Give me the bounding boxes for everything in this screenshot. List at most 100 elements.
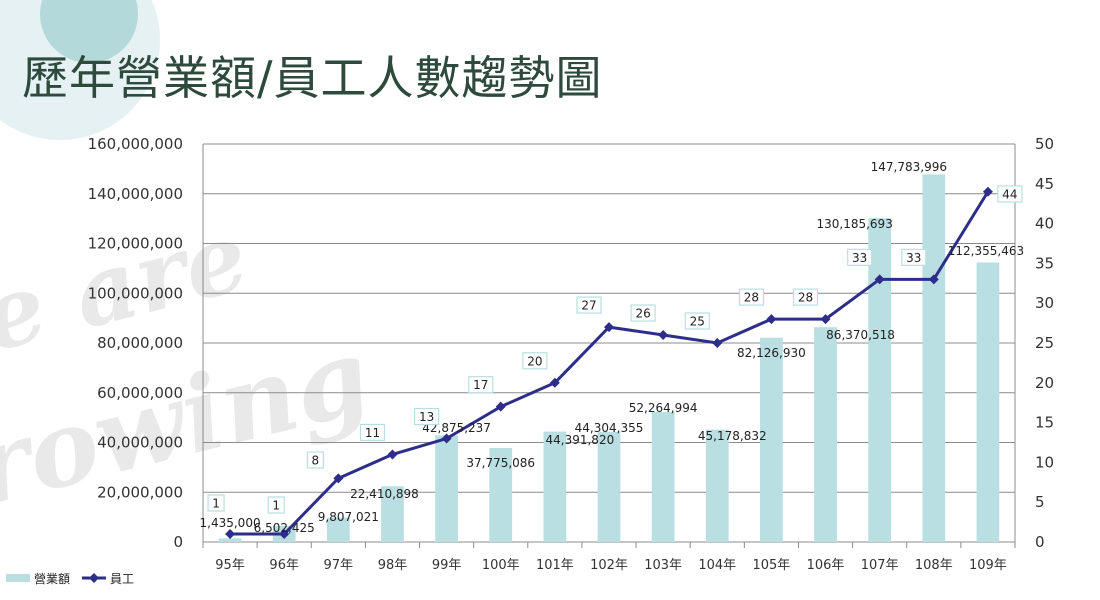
employee-label-box (359, 423, 386, 442)
employee-label-box (792, 288, 819, 306)
y-right-tick-label: 0 (1035, 533, 1045, 551)
x-category-label: 98年 (378, 558, 408, 573)
y-right-tick-label: 20 (1035, 374, 1054, 392)
y-right-tick-label: 10 (1035, 453, 1054, 471)
employee-data-label: 1 (212, 497, 220, 511)
revenue-bar (922, 174, 946, 542)
y-left-tick-label: 60,000,000 (97, 384, 183, 402)
y-right-tick-label: 45 (1035, 175, 1054, 193)
revenue-data-label: 45,178,832 (698, 429, 767, 443)
x-category-label: 103年 (644, 558, 682, 573)
revenue-bar (543, 431, 567, 542)
y-right-tick-label: 5 (1035, 493, 1045, 511)
employee-marker (495, 401, 506, 412)
revenue-data-label: 6,502,425 (254, 521, 315, 535)
y-right-tick-label: 50 (1035, 135, 1054, 153)
revenue-bar (651, 411, 675, 542)
revenue-data-label: 1,435,000 (200, 516, 261, 530)
x-category-label: 96年 (269, 558, 299, 573)
x-category-label: 100年 (482, 558, 520, 573)
employee-data-label: 25 (690, 315, 705, 329)
employee-data-label: 33 (906, 251, 921, 265)
x-category-label: 102年 (590, 558, 628, 573)
y-left-tick-label: 40,000,000 (97, 434, 183, 452)
employee-marker (874, 274, 885, 285)
employee-marker (928, 274, 939, 285)
employee-label-box (207, 494, 225, 512)
y-left-tick-label: 160,000,000 (88, 135, 183, 153)
employee-marker (549, 377, 560, 388)
revenue-bar (868, 218, 892, 542)
y-right-tick-label: 25 (1035, 334, 1054, 352)
y-left-tick-label: 140,000,000 (88, 185, 183, 203)
employee-marker (441, 433, 452, 444)
employee-marker (658, 330, 669, 341)
employee-marker (279, 529, 290, 540)
employee-label-box (576, 296, 602, 314)
x-category-label: 101年 (536, 558, 574, 573)
employee-label-box (306, 451, 324, 469)
revenue-data-label: 52,264,994 (629, 401, 698, 415)
x-category-label: 105年 (752, 558, 790, 573)
employee-data-label: 17 (473, 378, 488, 392)
employee-label-box (901, 248, 927, 266)
employee-data-label: 11 (365, 426, 380, 440)
revenue-bar (814, 327, 837, 542)
employee-label-box (738, 288, 765, 306)
employee-marker (766, 314, 777, 325)
employee-data-label: 1 (272, 499, 280, 513)
revenue-bar (760, 337, 783, 542)
revenue-data-label: 82,126,930 (737, 346, 806, 360)
revenue-data-label: 147,783,996 (871, 160, 947, 174)
employee-label-box (267, 496, 285, 514)
revenue-bar (435, 435, 458, 542)
x-category-label: 108年 (915, 558, 953, 573)
employee-data-label: 13 (419, 410, 434, 424)
employee-label-box (414, 407, 440, 426)
employee-label-box (630, 304, 656, 322)
revenue-bar (597, 431, 621, 542)
employee-data-label: 33 (852, 251, 867, 265)
revenue-bar (381, 486, 404, 542)
y-left-tick-label: 20,000,000 (97, 483, 183, 501)
y-left-tick-label: 120,000,000 (88, 235, 183, 253)
employee-marker (712, 338, 723, 348)
employee-data-label: 26 (635, 307, 650, 321)
revenue-data-label: 42,875,237 (422, 421, 491, 435)
revenue-data-label: 22,410,898 (350, 487, 419, 501)
revenue-data-label: 44,391,820 (546, 433, 615, 447)
revenue-data-label: 112,355,463 (948, 244, 1024, 258)
x-category-label: 106年 (807, 558, 845, 573)
revenue-bar (218, 538, 242, 542)
y-left-tick-label: 100,000,000 (88, 284, 183, 302)
employee-label-box (522, 352, 548, 370)
y-right-tick-label: 40 (1035, 215, 1054, 233)
revenue-data-label: 130,185,693 (816, 217, 892, 231)
employee-marker (604, 322, 614, 333)
revenue-data-label: 44,304,355 (575, 421, 644, 435)
page-title: 歷年營業額/員工人數趨勢圖 (22, 51, 603, 105)
employee-marker (333, 473, 344, 484)
x-category-label: 97年 (324, 558, 354, 573)
revenue-bar (326, 517, 350, 542)
legend-swatch-revenue (6, 574, 30, 582)
employee-marker (225, 529, 236, 540)
legend-label-revenue: 營業額 (34, 572, 70, 586)
revenue-bar (976, 262, 1000, 542)
employee-label-box (684, 312, 710, 330)
x-category-label: 104年 (698, 558, 736, 573)
revenue-bar (705, 429, 729, 542)
employee-data-label: 8 (312, 454, 320, 468)
employee-label-box (468, 376, 494, 394)
y-right-tick-label: 30 (1035, 294, 1054, 312)
x-category-label: 107年 (861, 558, 899, 573)
employee-data-label: 27 (581, 299, 596, 313)
employee-marker (982, 186, 993, 197)
y-left-tick-label: 80,000,000 (97, 334, 183, 352)
employee-label-box (997, 185, 1023, 203)
x-category-label: 109年 (969, 558, 1007, 573)
y-right-tick-label: 35 (1035, 254, 1054, 272)
employee-data-label: 28 (744, 291, 759, 305)
revenue-data-label: 37,775,086 (466, 456, 535, 470)
